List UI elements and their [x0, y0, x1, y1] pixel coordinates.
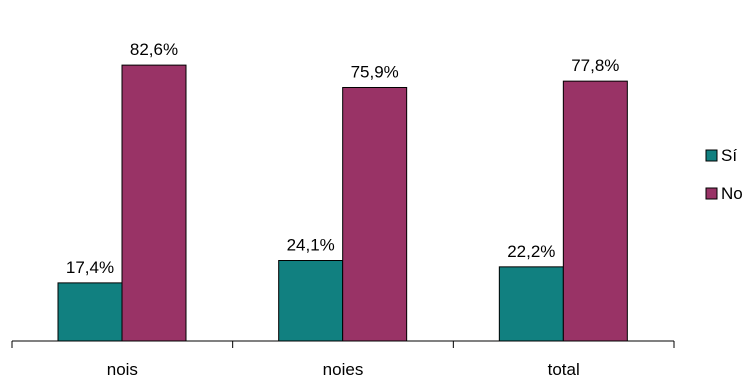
- x-tick-label-nois: nois: [107, 360, 138, 379]
- bar-noies-si: [278, 260, 344, 342]
- bars-group: 17,4% 82,6% 24,1% 75,9% 22,2% 77,8%: [57, 40, 628, 342]
- bar-total-si: [498, 266, 564, 342]
- x-axis: nois noies total: [11, 340, 675, 379]
- bar-nois-no: [121, 64, 187, 342]
- x-tick-label-total: total: [548, 360, 580, 379]
- bar-noies-no: [342, 86, 408, 342]
- bar-nois-si: [57, 282, 123, 342]
- data-label-noies-no: 75,9%: [351, 62, 399, 81]
- legend: Sí No: [705, 146, 743, 203]
- legend-label-si: Sí: [721, 146, 737, 165]
- bar-total-no: [562, 80, 628, 342]
- legend-swatch-si: [705, 149, 718, 162]
- data-label-nois-si: 17,4%: [66, 258, 114, 277]
- data-label-nois-no: 82,6%: [130, 40, 178, 59]
- legend-label-no: No: [721, 184, 743, 203]
- data-label-total-no: 77,8%: [571, 56, 619, 75]
- data-label-total-si: 22,2%: [507, 242, 555, 261]
- legend-swatch-no: [705, 187, 718, 200]
- x-tick-label-noies: noies: [323, 360, 364, 379]
- data-label-noies-si: 24,1%: [287, 236, 335, 255]
